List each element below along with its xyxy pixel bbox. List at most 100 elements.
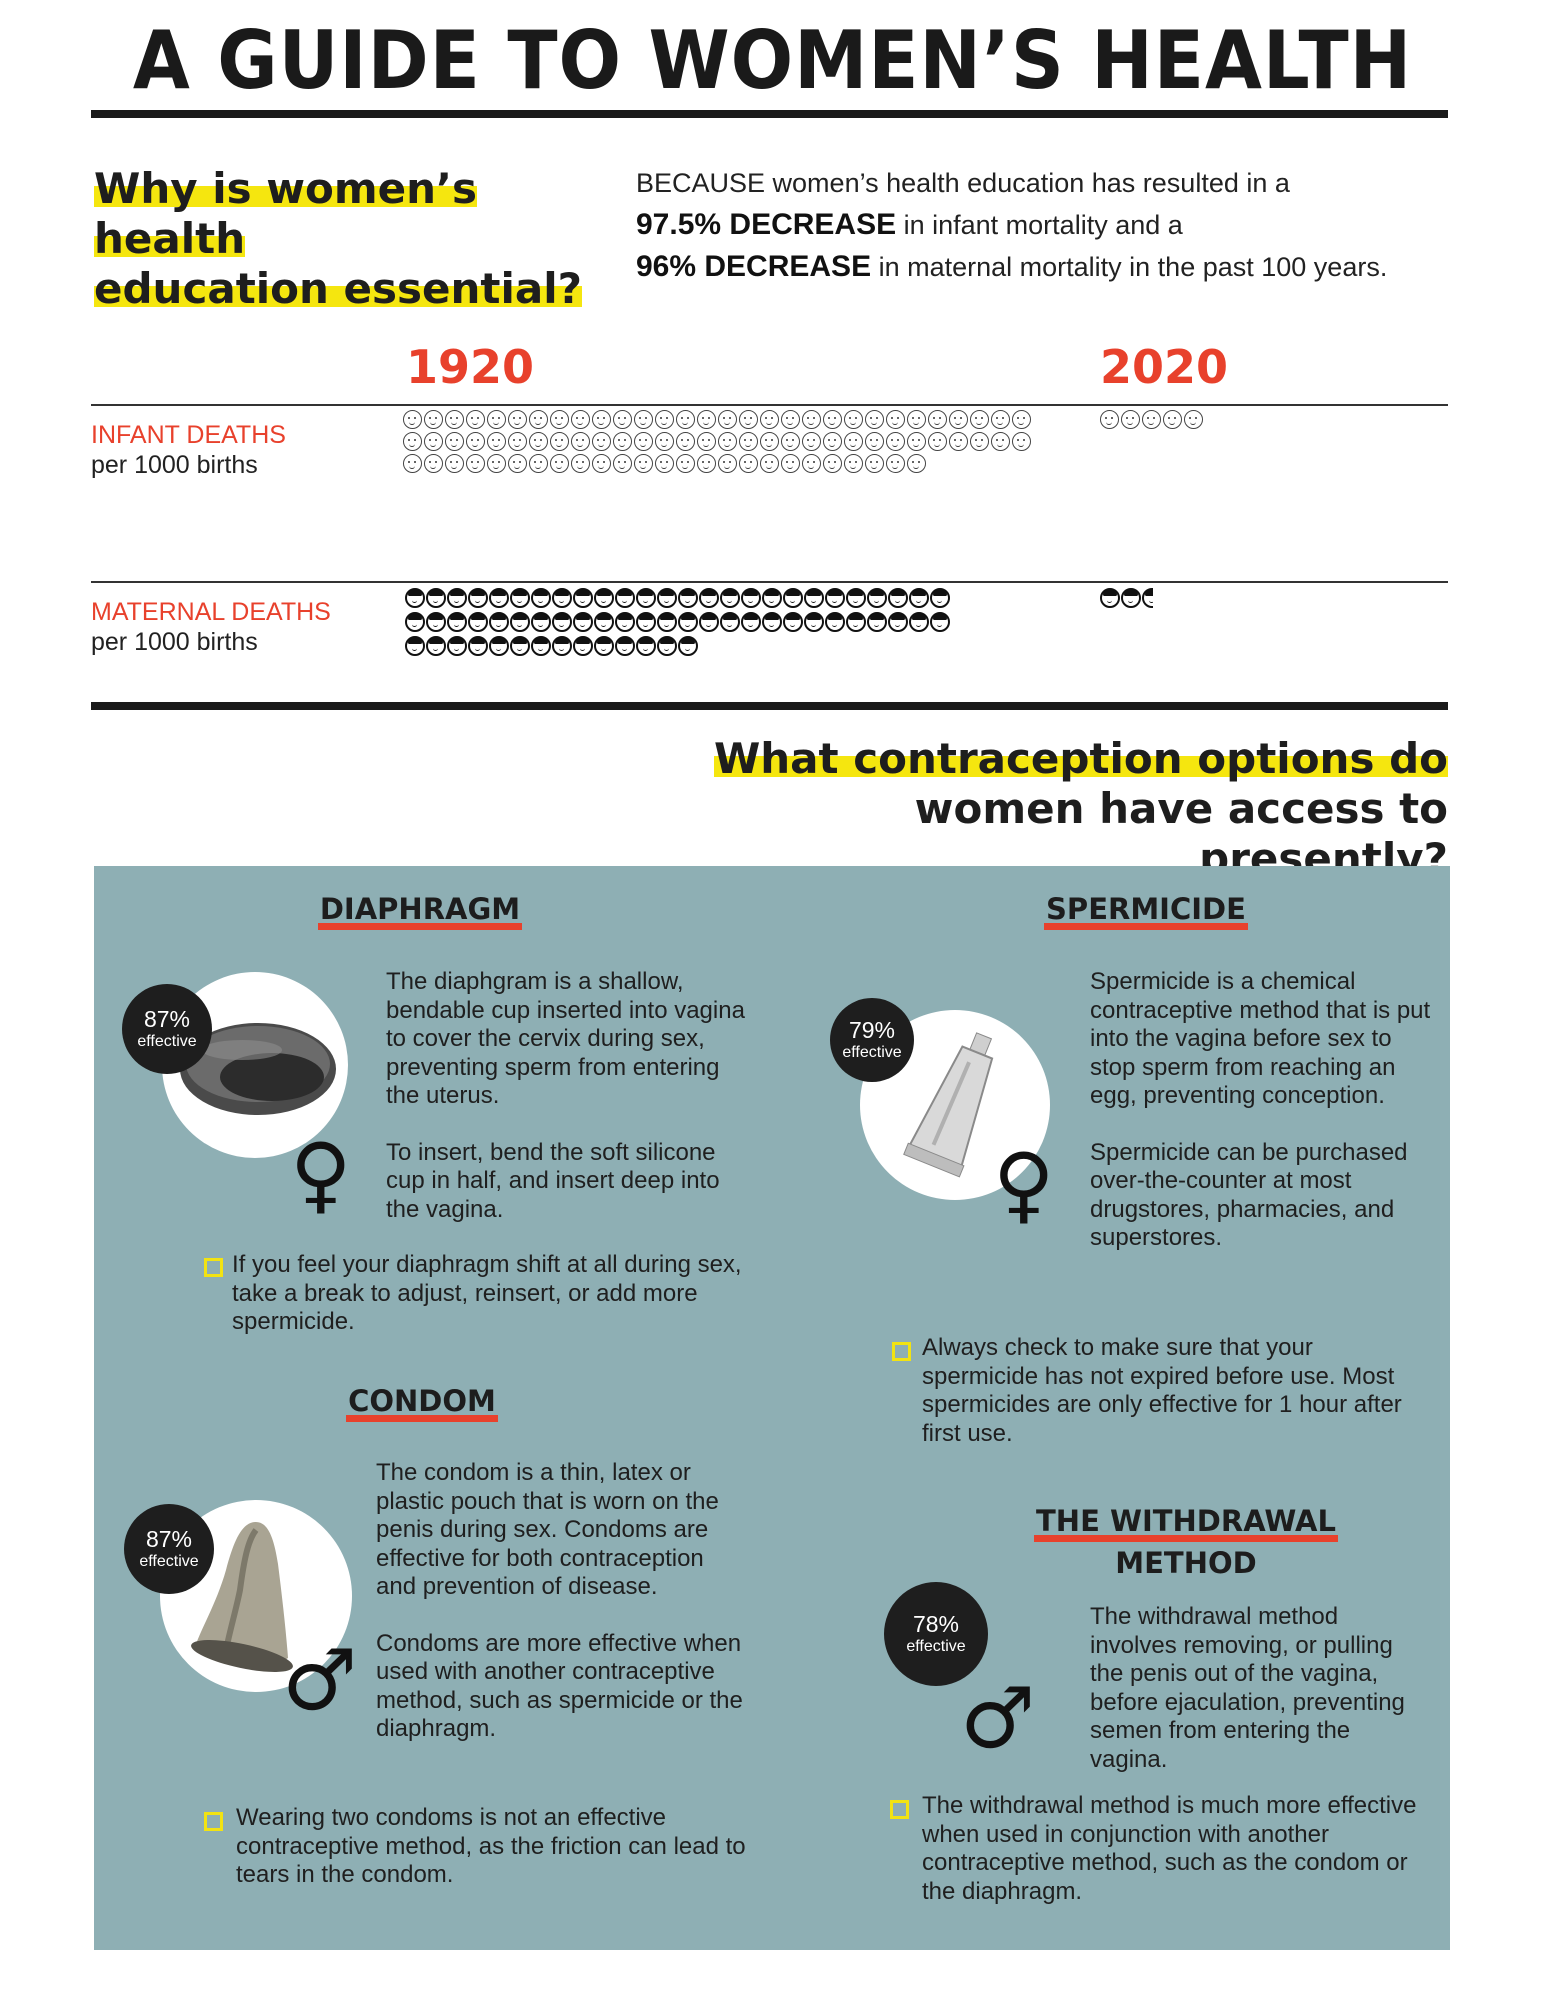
woman-face-icon	[930, 588, 950, 608]
baby-face-icon	[655, 410, 674, 429]
stat-maternal-decrease: 96% DECREASE	[636, 250, 872, 283]
baby-face-icon	[739, 454, 758, 473]
maternal-deaths-unit: per 1000 births	[91, 628, 258, 656]
woman-face-icon	[468, 588, 488, 608]
maternal-deaths-2020-pictograph	[1100, 588, 1300, 612]
woman-face-icon	[468, 612, 488, 632]
baby-face-icon	[907, 454, 926, 473]
table-middle-rule	[91, 581, 1448, 583]
woman-face-icon	[615, 612, 635, 632]
baby-face-icon	[823, 432, 842, 451]
baby-face-icon	[550, 432, 569, 451]
woman-face-icon	[489, 588, 509, 608]
diaphragm-image	[180, 1023, 336, 1115]
male-symbol-icon: ♂	[960, 1669, 1036, 1767]
stat-infant-text: in infant mortality and a	[896, 210, 1183, 240]
year-2020: 2020	[1100, 340, 1229, 394]
woman-face-icon	[888, 588, 908, 608]
baby-face-icon	[802, 410, 821, 429]
woman-face-icon	[657, 588, 677, 608]
male-symbol-icon: ♂	[282, 1631, 358, 1729]
year-1920: 1920	[406, 340, 535, 394]
withdrawal-description: The withdrawal method involves removing,…	[1090, 1603, 1405, 1773]
woman-face-icon	[447, 636, 467, 656]
infant-deaths-title: INFANT DEATHS	[91, 421, 286, 449]
woman-face-icon	[447, 588, 467, 608]
woman-face-icon	[531, 588, 551, 608]
contraception-question-line2: women have access to presently?	[914, 784, 1448, 883]
baby-face-icon	[445, 432, 464, 451]
baby-face-icon	[571, 454, 590, 473]
contraception-question-line1: What contraception options do	[713, 734, 1448, 783]
stat-maternal-text: in maternal mortality in the past 100 ye…	[871, 252, 1388, 282]
baby-face-icon	[697, 410, 716, 429]
woman-face-icon	[636, 612, 656, 632]
baby-face-icon	[760, 454, 779, 473]
woman-face-icon	[1100, 588, 1120, 608]
baby-face-icon	[991, 410, 1010, 429]
infant-deaths-1920-pictograph	[403, 410, 1043, 476]
baby-face-icon	[907, 432, 926, 451]
baby-face-icon	[613, 432, 632, 451]
woman-face-icon	[552, 636, 572, 656]
baby-face-icon	[823, 454, 842, 473]
header-divider	[91, 110, 1448, 118]
diaphragm-tip: If you feel your diaphragm shift at all …	[232, 1251, 742, 1335]
woman-face-icon	[804, 612, 824, 632]
condom-title: CONDOM	[222, 1384, 622, 1422]
woman-face-icon	[510, 612, 530, 632]
female-symbol-icon: ♀	[290, 1125, 352, 1223]
baby-face-icon	[613, 454, 632, 473]
baby-face-icon	[949, 410, 968, 429]
baby-face-icon	[1012, 410, 1031, 429]
woman-face-icon	[678, 588, 698, 608]
baby-face-icon	[1121, 410, 1140, 429]
baby-face-icon	[928, 410, 947, 429]
baby-face-icon	[571, 410, 590, 429]
woman-face-icon	[783, 612, 803, 632]
answer-intro: BECAUSE women’s health education has res…	[636, 168, 1290, 198]
baby-face-icon	[550, 454, 569, 473]
woman-face-icon	[489, 612, 509, 632]
maternal-deaths-label: MATERNAL DEATHS per 1000 births	[91, 597, 331, 657]
female-symbol-icon: ♀	[993, 1135, 1055, 1233]
baby-face-icon	[403, 432, 422, 451]
baby-face-icon	[886, 432, 905, 451]
checkbox-icon	[204, 1258, 223, 1277]
baby-face-icon	[739, 410, 758, 429]
why-answer: BECAUSE women’s health education has res…	[636, 162, 1456, 288]
woman-face-icon	[909, 588, 929, 608]
why-question-line1: Why is women’s health	[94, 164, 478, 263]
infant-deaths-2020-pictograph	[1100, 410, 1300, 432]
woman-face-icon	[825, 588, 845, 608]
baby-face-icon	[844, 410, 863, 429]
woman-face-icon	[720, 612, 740, 632]
baby-face-icon	[781, 454, 800, 473]
baby-face-icon	[424, 432, 443, 451]
baby-face-icon	[550, 410, 569, 429]
diaphragm-effectiveness-badge: 87% effective	[122, 984, 212, 1074]
baby-face-icon	[403, 454, 422, 473]
woman-face-icon	[888, 612, 908, 632]
woman-face-icon	[657, 612, 677, 632]
woman-face-icon	[762, 612, 782, 632]
baby-face-icon	[781, 432, 800, 451]
baby-face-icon	[424, 454, 443, 473]
woman-face-icon	[531, 636, 551, 656]
baby-face-icon	[991, 432, 1010, 451]
woman-face-icon	[699, 612, 719, 632]
baby-face-icon	[487, 410, 506, 429]
baby-face-icon	[508, 432, 527, 451]
woman-face-icon	[594, 612, 614, 632]
baby-face-icon	[1163, 410, 1182, 429]
woman-face-icon	[594, 588, 614, 608]
baby-face-icon	[781, 410, 800, 429]
woman-face-icon	[615, 588, 635, 608]
maternal-deaths-title: MATERNAL DEATHS	[91, 598, 331, 626]
baby-face-icon	[445, 410, 464, 429]
baby-face-icon	[487, 454, 506, 473]
condom-tip: Wearing two condoms is not an effective …	[236, 1804, 746, 1888]
woman-face-icon	[867, 588, 887, 608]
baby-face-icon	[529, 410, 548, 429]
spermicide-title: SPERMICIDE	[946, 892, 1346, 930]
